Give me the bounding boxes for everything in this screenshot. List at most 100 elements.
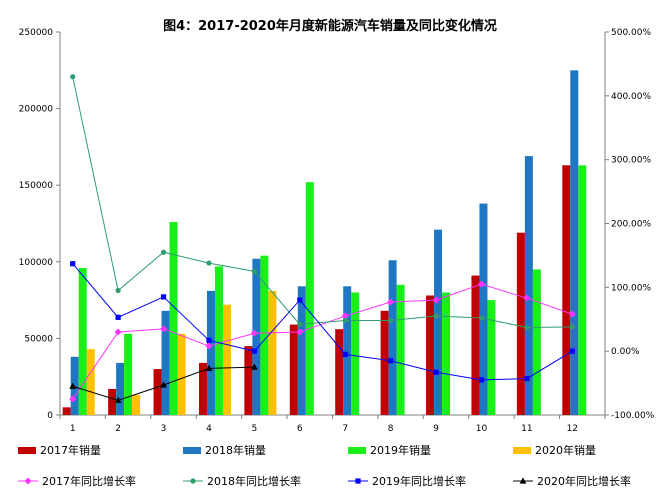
y-right-tick-label: 500.00% xyxy=(611,28,651,38)
bar xyxy=(442,292,451,415)
line-point xyxy=(432,296,440,304)
legend-label: 2018年同比增长率 xyxy=(207,474,301,488)
legend-swatch xyxy=(183,447,201,454)
line-point xyxy=(478,377,485,383)
y-right-tick-label: 0.00% xyxy=(611,347,640,357)
line-point xyxy=(190,478,196,484)
x-tick-label: 3 xyxy=(161,424,167,434)
x-tick-label: 7 xyxy=(342,424,348,434)
bar xyxy=(335,329,344,415)
line-point xyxy=(160,294,167,300)
x-tick-label: 5 xyxy=(252,424,258,434)
bar xyxy=(153,369,162,415)
line-point xyxy=(523,294,531,302)
line-point xyxy=(115,314,121,320)
y-right-tick-label: 400.00% xyxy=(611,92,651,102)
line-point xyxy=(569,348,575,354)
bar xyxy=(86,349,95,415)
bar xyxy=(426,295,435,415)
bar xyxy=(388,260,397,415)
bar xyxy=(297,286,306,415)
bar xyxy=(252,258,261,415)
legend-swatch xyxy=(18,447,36,454)
bar xyxy=(396,284,405,415)
legend-label: 2017年销量 xyxy=(40,443,101,457)
line-point xyxy=(251,268,257,274)
x-tick-label: 10 xyxy=(476,424,488,434)
legend-label: 2020年同比增长率 xyxy=(537,474,631,488)
y-left-tick-label: 0 xyxy=(47,411,53,421)
legend-label: 2019年销量 xyxy=(370,443,431,457)
line-point xyxy=(206,260,212,266)
bar xyxy=(289,324,298,415)
bar xyxy=(305,182,314,415)
series-line xyxy=(72,76,573,329)
line-point xyxy=(69,395,77,403)
plot-area: 0 50000 100000 150000 200000 250000 -100.00% 0.… xyxy=(19,28,655,434)
line-point xyxy=(568,310,576,318)
bar xyxy=(471,275,480,415)
line-point xyxy=(205,364,213,372)
legend-label: 2017年同比增长率 xyxy=(42,474,136,488)
line-point xyxy=(70,261,76,267)
line-point xyxy=(478,315,485,321)
bar xyxy=(132,395,141,415)
bar xyxy=(532,269,541,415)
bar xyxy=(570,70,579,416)
line-point xyxy=(160,249,167,255)
bar xyxy=(222,304,231,415)
bar xyxy=(169,221,178,415)
line-point xyxy=(388,317,394,324)
line-point xyxy=(69,382,77,389)
y-left-tick-label: 200000 xyxy=(19,105,54,115)
line-point xyxy=(160,381,167,388)
line-point xyxy=(297,297,303,303)
bar xyxy=(268,290,277,415)
x-tick-label: 6 xyxy=(297,424,303,434)
x-tick-label: 4 xyxy=(206,424,212,434)
y-right-tick-label: 100.00% xyxy=(611,283,651,293)
legend-swatch xyxy=(513,447,531,454)
bar xyxy=(214,266,223,415)
bar xyxy=(562,165,571,415)
line-point xyxy=(355,478,361,484)
line-point xyxy=(114,396,122,403)
bar xyxy=(62,407,71,415)
line-point xyxy=(24,477,32,485)
x-tick-label: 12 xyxy=(567,424,578,434)
x-tick-label: 8 xyxy=(388,424,394,434)
y-right-tick-label: 300.00% xyxy=(611,156,651,166)
y-left-tick-label: 250000 xyxy=(19,28,54,38)
y-left-tick-label: 150000 xyxy=(19,181,54,191)
line-point xyxy=(387,298,395,306)
series-line xyxy=(72,283,573,400)
series-line xyxy=(72,263,573,381)
line-point xyxy=(524,324,530,331)
x-tick-label: 9 xyxy=(433,424,439,434)
line-point xyxy=(342,317,348,324)
line-point xyxy=(342,351,348,357)
line-point xyxy=(477,280,485,288)
x-tick-label: 1 xyxy=(70,424,76,434)
bar xyxy=(108,388,117,415)
line-point xyxy=(341,312,349,320)
bar xyxy=(70,356,79,415)
bar xyxy=(244,346,253,415)
bar xyxy=(206,290,215,415)
bar xyxy=(161,310,170,415)
legend: 2017年销量 2018年销量 2019年销量 2020年销量 2017年同比增长率 20… xyxy=(18,443,631,488)
line-point xyxy=(115,287,121,294)
bar xyxy=(260,255,269,415)
x-tick-label: 2 xyxy=(115,424,121,434)
legend-label: 2018年销量 xyxy=(205,443,266,457)
bar xyxy=(351,292,360,415)
line-point xyxy=(250,363,258,370)
line-point xyxy=(433,369,439,375)
y-right-tick-label: -100.00% xyxy=(611,411,655,421)
line-point xyxy=(114,328,122,336)
line-point xyxy=(206,337,212,343)
bar xyxy=(487,300,496,415)
legend-swatch xyxy=(348,447,366,454)
bar xyxy=(524,156,533,416)
legend-label: 2019年同比增长率 xyxy=(372,474,466,488)
